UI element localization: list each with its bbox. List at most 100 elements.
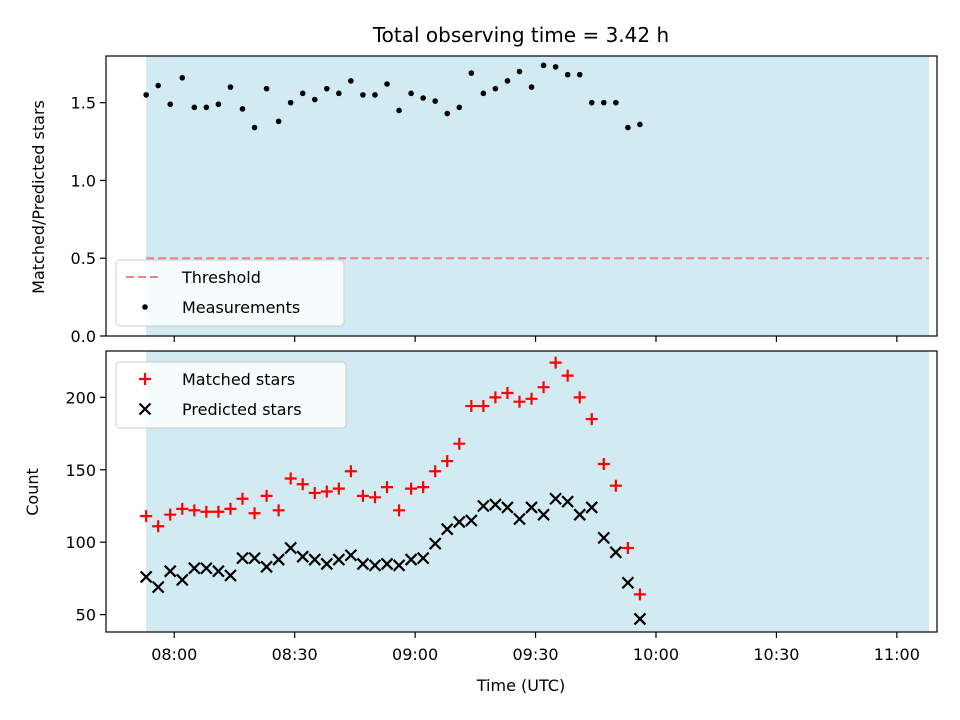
y-tick-label: 0.5 xyxy=(71,249,96,268)
y-tick-label: 1.5 xyxy=(71,94,96,113)
predicted-point xyxy=(440,522,454,536)
legend-label: Predicted stars xyxy=(182,400,302,419)
x-tick-label: 08:30 xyxy=(272,645,318,664)
y-tick-label: 50 xyxy=(76,606,96,625)
matched-point xyxy=(573,391,586,404)
predicted-point xyxy=(513,512,526,526)
predicted-point xyxy=(597,531,611,545)
ratio-point xyxy=(396,107,402,114)
matched-point xyxy=(381,481,394,494)
predicted-point xyxy=(236,551,249,565)
ratio-point xyxy=(299,90,306,97)
matched-point xyxy=(549,356,562,369)
predicted-point xyxy=(224,569,237,582)
ratio-point xyxy=(323,85,330,92)
predicted-point xyxy=(212,564,225,578)
predicted-point xyxy=(452,515,466,529)
predicted-point xyxy=(344,548,358,562)
x-tick-label: 10:00 xyxy=(633,645,679,664)
predicted-point xyxy=(561,495,574,508)
predicted-point xyxy=(368,559,382,572)
matched-point xyxy=(308,486,321,499)
matched-point xyxy=(405,482,418,495)
matched-point xyxy=(248,507,261,520)
predicted-point xyxy=(404,553,418,566)
predicted-point xyxy=(308,553,322,566)
y-tick-label: 1.0 xyxy=(71,171,96,190)
ratio-point xyxy=(480,90,487,97)
predicted-point xyxy=(621,576,635,590)
predicted-point xyxy=(573,508,586,521)
matched-point xyxy=(344,465,357,478)
predicted-point xyxy=(332,553,346,566)
matched-point xyxy=(356,489,369,502)
ratio-point xyxy=(251,124,258,131)
predicted-point xyxy=(525,501,538,514)
ratio-point xyxy=(155,82,161,89)
predicted-point xyxy=(151,580,165,594)
matched-point xyxy=(140,510,153,523)
matched-point xyxy=(537,381,550,394)
matched-point xyxy=(188,504,201,517)
matched-point xyxy=(200,505,213,518)
predicted-point xyxy=(380,557,394,571)
predicted-point xyxy=(416,551,430,565)
matched-point xyxy=(393,504,406,517)
predicted-point xyxy=(609,546,623,559)
matched-point xyxy=(513,395,526,408)
legend-ratio: Threshold Measurements xyxy=(115,259,345,327)
legend-marker xyxy=(142,304,148,310)
ratio-point xyxy=(227,84,234,90)
panel-counts: 50 100 150 200 08:00 08:30 09:00 09:30 10:00 10:3… xyxy=(65,350,938,664)
predicted-point xyxy=(284,541,297,555)
ratio-point xyxy=(432,98,438,104)
axes-frame xyxy=(105,350,938,633)
predicted-point xyxy=(392,559,406,572)
ratio-point xyxy=(215,101,222,108)
ratio-point xyxy=(348,78,354,84)
ratio-point xyxy=(637,121,643,128)
matched-point xyxy=(561,369,574,382)
ratio-point xyxy=(613,99,619,106)
ratio-point xyxy=(600,99,607,106)
predicted-point xyxy=(465,514,478,527)
matched-point xyxy=(260,489,273,502)
predicted-point xyxy=(163,564,177,578)
y-tick-label: 0.0 xyxy=(71,327,96,346)
matched-point xyxy=(477,400,490,413)
matched-point xyxy=(621,541,634,554)
legend-marker xyxy=(138,402,152,416)
legend-label: Measurements xyxy=(182,298,300,317)
ratio-point xyxy=(588,99,595,106)
panel-ratio: 0.0 0.5 1.0 1.5 Threshold Measurements xyxy=(71,55,938,346)
ratio-point xyxy=(287,99,294,106)
predicted-point xyxy=(549,492,562,506)
ratio-point xyxy=(336,90,342,97)
legend-label: Matched stars xyxy=(182,370,295,389)
x-tick-label: 09:30 xyxy=(512,645,558,664)
predicted-point xyxy=(188,561,201,575)
legend-box xyxy=(115,361,347,429)
legend-marker xyxy=(139,373,151,385)
matched-point xyxy=(609,479,622,492)
x-tick-label: 09:00 xyxy=(392,645,438,664)
matched-point xyxy=(417,481,430,494)
legend-label: Threshold xyxy=(181,268,261,287)
matched-point xyxy=(272,504,285,517)
matched-point xyxy=(152,520,165,533)
legend-counts: Matched stars Predicted stars xyxy=(115,361,347,429)
x-axis-label: Time (UTC) xyxy=(476,676,565,695)
predicted-point xyxy=(633,612,647,626)
y-tick-label: 200 xyxy=(65,388,96,407)
predicted-point xyxy=(260,560,273,574)
predicted-point xyxy=(296,550,309,563)
ratio-point xyxy=(552,64,559,70)
ratio-point xyxy=(625,124,631,131)
ratio-point xyxy=(564,71,571,78)
x-tick-label: 10:30 xyxy=(753,645,799,664)
ratio-point xyxy=(492,85,499,92)
ratio-point xyxy=(263,85,270,92)
matched-point xyxy=(284,472,297,485)
ratio-point xyxy=(143,92,149,98)
predicted-point xyxy=(248,551,261,565)
